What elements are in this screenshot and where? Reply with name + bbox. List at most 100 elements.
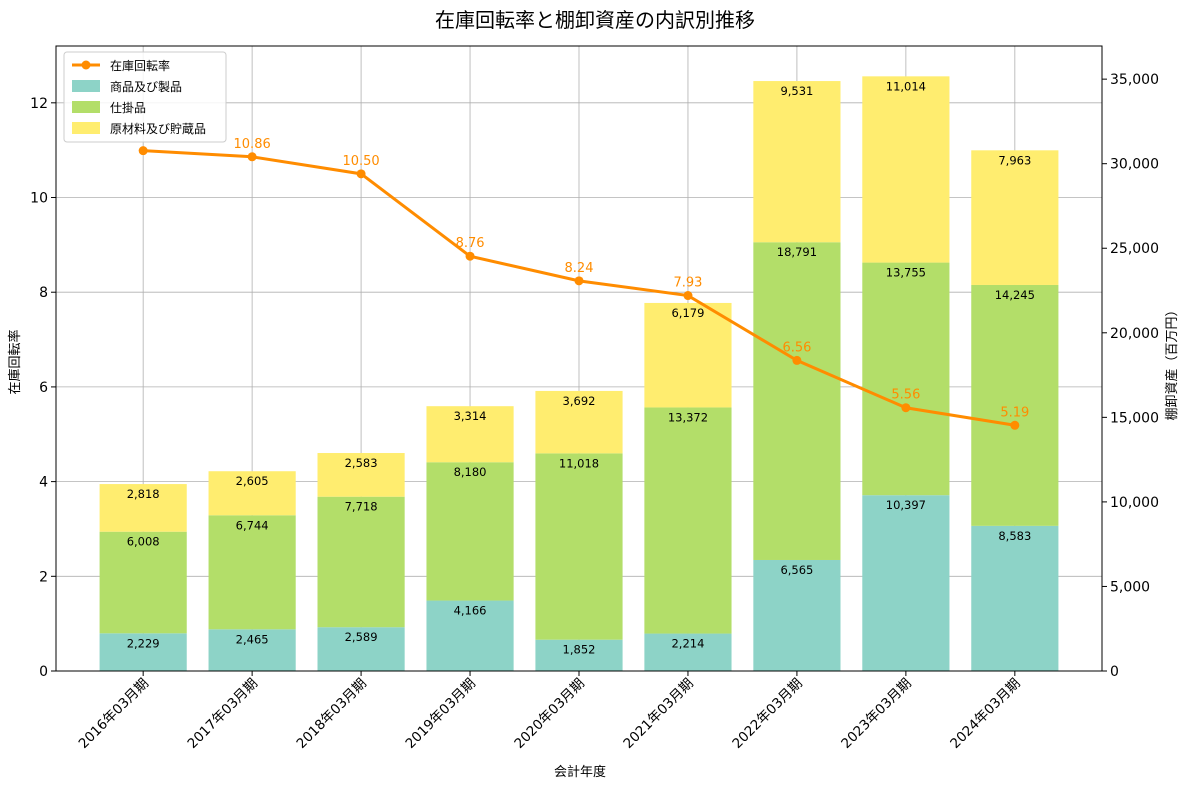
turnover-point [465, 251, 475, 261]
turnover-point [247, 152, 257, 162]
turnover-point [574, 276, 584, 286]
bar-segment [317, 496, 405, 628]
turnover-point [683, 291, 693, 301]
bar-value-label: 6,565 [780, 563, 813, 577]
turnover-point [1010, 420, 1020, 430]
bar-segment [971, 525, 1059, 671]
bar-segment [99, 531, 187, 634]
x-tick-label: 2020年03月期 [511, 676, 587, 752]
bar-value-label: 8,583 [998, 529, 1031, 543]
bar-segment [535, 639, 623, 671]
legend-label: 原材料及び貯蔵品 [110, 122, 206, 136]
bar-value-label: 7,963 [998, 153, 1031, 167]
bar-segment [317, 627, 405, 671]
bar-value-label: 2,465 [236, 632, 269, 646]
y-tick-label-left: 4 [39, 475, 48, 491]
y-tick-label-left: 8 [39, 285, 48, 301]
x-tick-label: 2016年03月期 [76, 676, 152, 752]
bar-segment [753, 81, 841, 243]
bar-segment [753, 242, 841, 560]
bar-value-label: 7,718 [345, 500, 378, 514]
turnover-point [901, 403, 911, 413]
turnover-point-label: 10.50 [342, 154, 379, 169]
bar-value-label: 6,179 [671, 306, 704, 320]
bar-segment [426, 600, 514, 671]
legend-marker [81, 60, 91, 70]
bar-value-label: 2,605 [236, 474, 269, 488]
bar-segment [426, 462, 514, 601]
bar-segment [535, 390, 623, 454]
turnover-point-label: 7.93 [673, 276, 702, 291]
legend-box [63, 51, 227, 143]
turnover-point-label: 5.56 [891, 388, 920, 403]
bar-segment [208, 515, 296, 630]
legend-swatch [72, 101, 100, 113]
bar-segment [208, 471, 296, 516]
bar-value-label: 4,166 [454, 604, 487, 618]
bar-value-label: 2,229 [127, 636, 160, 650]
x-tick-label: 2022年03月期 [729, 676, 805, 752]
y-axis-label-right: 棚卸資産（百万円） [1164, 303, 1180, 420]
bar-segment [644, 302, 732, 408]
y-tick-label-left: 0 [39, 664, 48, 680]
bar-segment [317, 453, 405, 497]
bar-value-label: 18,791 [777, 245, 817, 259]
y-tick-label-left: 12 [30, 96, 48, 112]
x-tick-label: 2018年03月期 [294, 676, 370, 752]
bar-segment [971, 284, 1059, 526]
bar-value-label: 10,397 [886, 498, 926, 512]
turnover-point-label: 6.56 [782, 340, 811, 355]
bar-value-label: 8,180 [454, 465, 487, 479]
y-axis-label-left: 在庫回転率 [7, 329, 23, 394]
bar-value-label: 1,852 [563, 643, 596, 657]
bar-value-label: 3,692 [563, 394, 596, 408]
legend-label: 商品及び製品 [110, 79, 182, 94]
bar-segment [535, 453, 623, 640]
y-tick-label-right: 35,000 [1110, 72, 1159, 88]
turnover-point-label: 10.86 [234, 137, 271, 152]
bar-value-label: 14,245 [995, 288, 1035, 302]
y-tick-label-right: 15,000 [1110, 410, 1159, 426]
turnover-line: 10.86 10.50 8.76 8.24 7.93 6.56 5.56 5.19 [138, 137, 1029, 430]
bar-value-label: 6,008 [127, 535, 160, 549]
turnover-point [138, 146, 148, 156]
turnover-point [356, 169, 366, 179]
y-tick-label-left: 10 [30, 191, 48, 207]
bar-segment [426, 406, 514, 463]
bar-segment [862, 495, 950, 671]
bar-value-label: 11,018 [559, 456, 599, 470]
bar-segment [753, 559, 841, 671]
x-tick-label: 2017年03月期 [185, 676, 261, 752]
bar-segment [99, 633, 187, 671]
y-tick-label-right: 5,000 [1110, 579, 1150, 595]
y-tick-label-right: 10,000 [1110, 495, 1159, 511]
legend-swatch [72, 122, 100, 134]
turnover-point [792, 355, 802, 365]
bar-value-labels: 2,229 2,465 2,589 4,166 1,852 2,214 6,565 10,39… [127, 79, 1035, 656]
bar-value-label: 6,744 [236, 518, 269, 532]
y-tick-label-right: 0 [1110, 664, 1119, 680]
x-tick-label: 2023年03月期 [838, 676, 914, 752]
bar-value-label: 2,214 [671, 637, 704, 651]
y-tick-label-right: 20,000 [1110, 326, 1159, 342]
bar-value-label: 9,531 [780, 84, 813, 98]
bar-value-label: 3,314 [454, 409, 487, 423]
legend-swatch [72, 80, 100, 92]
y-tick-label-right: 30,000 [1110, 157, 1159, 173]
y-tick-label-right: 25,000 [1110, 241, 1159, 257]
bar-segment [644, 633, 732, 671]
x-tick-label: 2019年03月期 [402, 676, 478, 752]
bar-segment [644, 407, 732, 634]
turnover-point-label: 5.19 [1000, 405, 1029, 420]
bar-value-label: 13,755 [886, 266, 926, 280]
bar-value-label: 2,818 [127, 487, 160, 501]
bar-value-label: 11,014 [886, 79, 926, 93]
bar-segment [971, 150, 1059, 285]
bar-value-label: 2,589 [345, 630, 378, 644]
x-axis-label: 会計年度 [554, 764, 606, 780]
turnover-point-label: 8.24 [565, 261, 594, 276]
bar-segment [208, 629, 296, 671]
turnover-point-label: 8.76 [456, 236, 485, 251]
